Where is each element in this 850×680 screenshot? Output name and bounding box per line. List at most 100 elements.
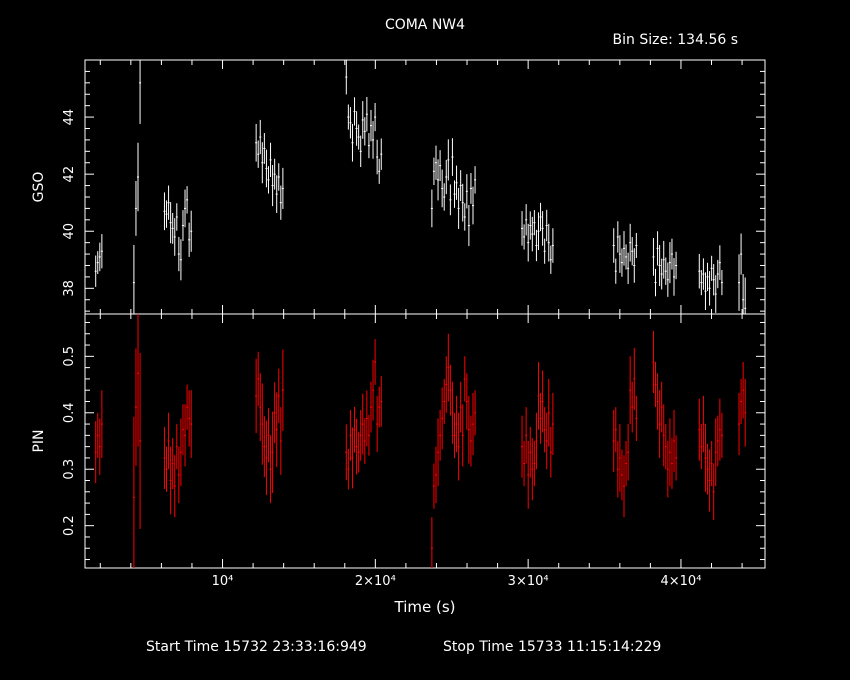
data-point (463, 356, 466, 402)
data-point (363, 418, 366, 464)
data-point (167, 412, 170, 470)
data-point (434, 446, 438, 504)
data-point (261, 383, 264, 465)
data-point (378, 158, 381, 184)
data-point (718, 245, 721, 280)
data-point (652, 238, 655, 276)
data-point (277, 163, 280, 191)
data-point (449, 364, 452, 416)
data-point (474, 166, 477, 194)
plot-frame (84, 313, 766, 569)
data-point (529, 211, 532, 240)
data-point (451, 381, 454, 444)
data-point (545, 412, 548, 470)
data-point (668, 242, 671, 284)
data-point (259, 119, 262, 155)
data-point (441, 169, 444, 208)
data-point (625, 244, 628, 270)
y-tick-label: 38 (62, 280, 77, 297)
data-point (257, 140, 260, 168)
data-point (263, 416, 266, 478)
data-point (666, 441, 669, 498)
data-point (539, 393, 542, 444)
data-point (183, 189, 187, 228)
data-point (631, 237, 634, 266)
data-point (369, 381, 373, 433)
data-point (525, 204, 528, 236)
data-point (523, 441, 526, 487)
data-point (271, 165, 274, 207)
data-point (267, 166, 270, 194)
data-point (629, 356, 632, 425)
data-point (658, 390, 661, 458)
data-point (549, 245, 552, 274)
data-point (175, 203, 178, 231)
data-point (349, 107, 352, 139)
data-point (527, 223, 530, 262)
data-point (551, 228, 554, 263)
y-tick-label: 0.3 (62, 459, 77, 480)
data-point (471, 186, 475, 225)
data-point (94, 421, 97, 484)
data-point (265, 149, 268, 188)
data-point (439, 150, 442, 182)
data-point (265, 420, 268, 496)
data-point (740, 378, 743, 425)
data-point (616, 441, 619, 498)
data-point (535, 412, 538, 470)
data-point (740, 233, 743, 275)
data-point (459, 381, 462, 433)
data-point (635, 232, 638, 259)
data-point (737, 393, 741, 456)
data-point (380, 138, 383, 170)
data-point (134, 181, 137, 236)
data-point (459, 170, 462, 201)
chart-title: COMA NW4 (385, 17, 465, 33)
data-point (656, 231, 659, 266)
data-point (698, 253, 701, 289)
data-point (347, 448, 350, 490)
data-point (627, 424, 630, 481)
data-point (183, 404, 187, 467)
data-point (702, 258, 705, 290)
data-point (98, 242, 101, 272)
data-point (698, 398, 701, 461)
data-point (345, 424, 348, 481)
data-point (188, 390, 191, 447)
data-point (177, 236, 180, 272)
data-point (190, 390, 193, 458)
data-point (529, 426, 532, 478)
data-point (96, 251, 99, 275)
data-point (467, 204, 470, 247)
data-point (441, 387, 444, 450)
data-point (521, 211, 524, 246)
data-point (451, 138, 454, 176)
data-point (474, 390, 477, 436)
data-point (457, 412, 460, 481)
data-point (700, 424, 703, 470)
data-point (523, 224, 526, 250)
data-point (714, 418, 717, 487)
data-point (430, 189, 433, 228)
data-point (100, 390, 103, 458)
data-point (175, 424, 178, 470)
data-point (378, 386, 381, 428)
data-point (163, 426, 166, 489)
data-point (708, 271, 711, 306)
data-point (535, 229, 538, 262)
data-point (633, 248, 636, 283)
data-point (363, 117, 366, 146)
data-point (614, 407, 617, 453)
data-point (165, 446, 168, 492)
data-point (618, 235, 621, 273)
data-point (453, 180, 456, 208)
data-point (432, 463, 435, 509)
data-point (702, 395, 705, 453)
data-point (447, 333, 450, 402)
data-point (365, 96, 368, 132)
data-point (173, 455, 176, 518)
data-point (257, 351, 260, 407)
data-point (720, 412, 723, 458)
data-point (449, 184, 452, 216)
data-point (658, 244, 661, 287)
